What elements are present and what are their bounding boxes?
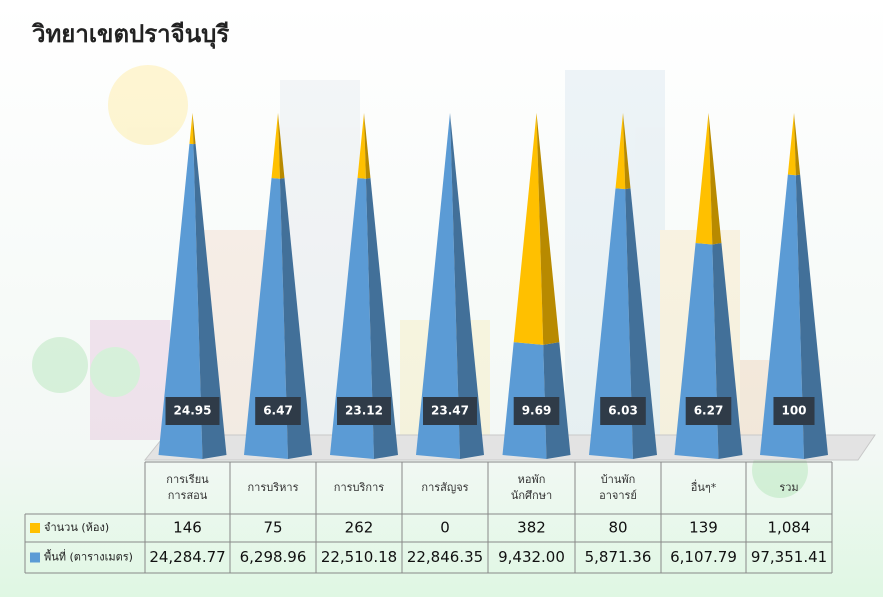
data-label: 6.27 [694,404,724,418]
chart: วิทยาเขตปราจีนบุรี 24.95 6.47 23.12 23.47 9.… [0,0,883,597]
legend-label: พื้นที่ (ตารางเมตร) [44,549,133,564]
table-cell: 6,107.79 [670,548,737,566]
table-cell: 146 [173,519,202,537]
category-label: การบริการ [334,481,384,494]
category-label: การสัญจร [421,481,468,494]
category-label: อื่นๆ* [691,479,717,494]
table-cell: 0 [440,519,450,537]
table-cell: 139 [689,519,718,537]
table-cell: 1,084 [768,519,811,537]
chart-title: วิทยาเขตปราจีนบุรี [31,20,229,50]
table-cell: 382 [517,519,546,537]
table-cell: 9,432.00 [498,548,565,566]
table-cell: 5,871.36 [585,548,652,566]
page: วิทยาเขตปราจีนบุรี 24.95 6.47 23.12 23.47 9.… [0,0,883,601]
legend-label: จำนวน (ห้อง) [44,521,109,534]
legend-swatch [30,553,40,563]
data-label: 24.95 [174,404,212,418]
table-cell: 22,846.35 [407,548,483,566]
table-cell: 80 [608,519,627,537]
category-label: รวม [779,481,798,494]
data-label: 9.69 [522,404,552,418]
legend-swatch [30,523,40,533]
table-cell: 22,510.18 [321,548,397,566]
table-cell: 24,284.77 [149,548,225,566]
data-label: 6.47 [263,404,293,418]
data-label: 6.03 [608,404,638,418]
table-cell: 97,351.41 [751,548,827,566]
table-cell: 75 [263,519,282,537]
data-label: 100 [781,404,806,418]
category-label: การบริหาร [248,481,299,494]
table-cell: 262 [345,519,374,537]
data-label: 23.12 [345,404,383,418]
data-label: 23.47 [431,404,469,418]
table-cell: 6,298.96 [240,548,307,566]
